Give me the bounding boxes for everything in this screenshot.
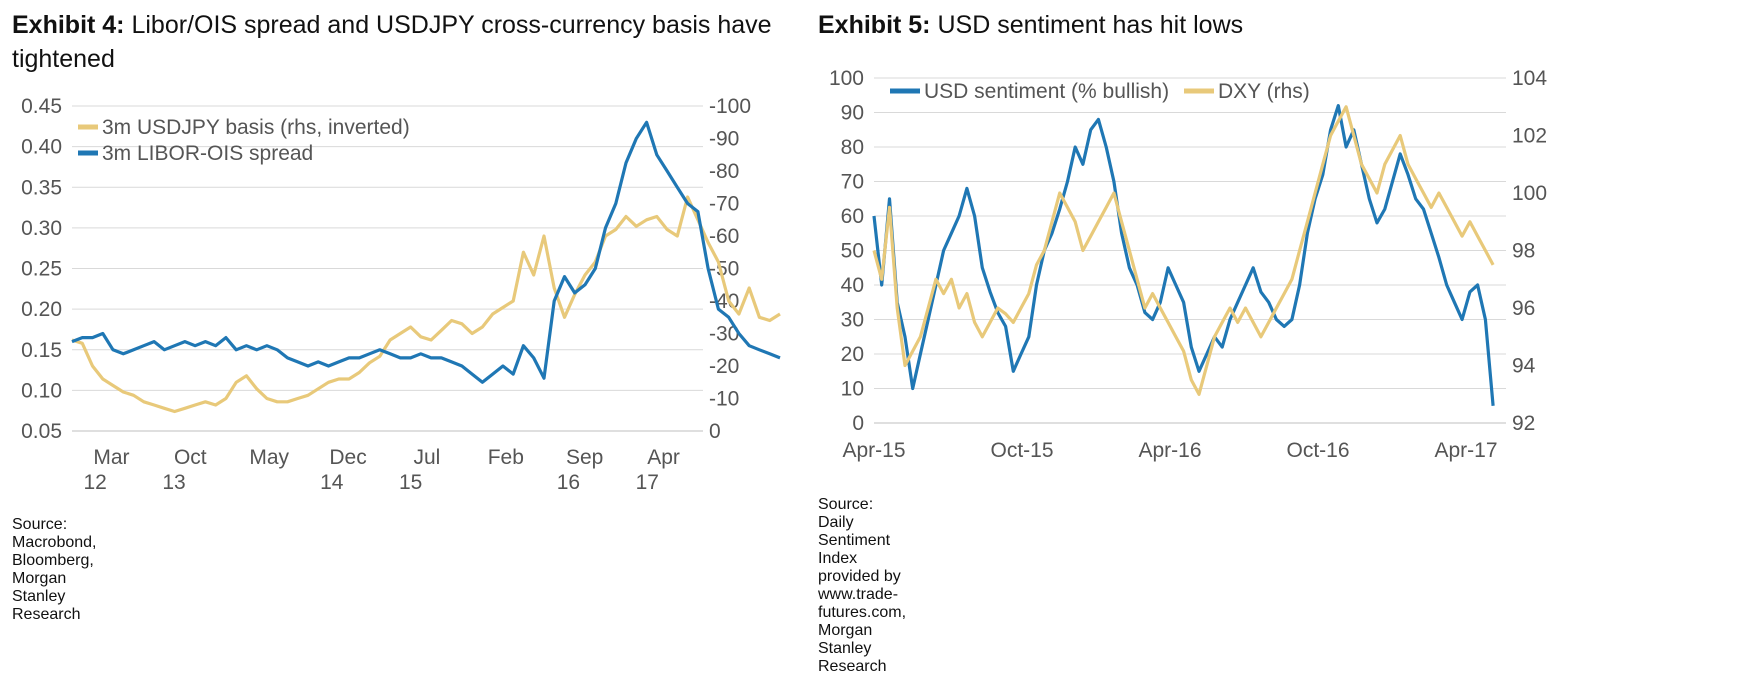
y-left-tick-label: 100: [829, 67, 864, 90]
y-left-tick-label: 0.10: [21, 379, 62, 402]
y-left-tick-label: 20: [841, 343, 864, 366]
y-right-tick-label: 92: [1512, 412, 1535, 435]
y-right-tick-label: -10: [709, 388, 739, 411]
y-right-tick-label: -80: [709, 160, 739, 183]
x-tick-month: May: [249, 446, 289, 469]
y-left-tick-label: 70: [841, 171, 864, 194]
x-tick-label: Apr-16: [1138, 439, 1201, 462]
y-left-tick-label: 0.15: [21, 339, 62, 362]
y-left-tick-label: 0.25: [21, 258, 62, 281]
y-right-tick-label: -30: [709, 323, 739, 346]
legend-label-0: USD sentiment (% bullish): [924, 80, 1169, 103]
y-right-tick-label: -70: [709, 193, 739, 216]
exhibit-4-label: Exhibit 4:: [12, 11, 125, 39]
x-tick-label: Oct-16: [1286, 439, 1349, 462]
y-left-tick-label: 30: [841, 309, 864, 332]
y-right-tick-label: 104: [1512, 67, 1547, 90]
y-left-tick-label: 80: [841, 136, 864, 159]
x-tick-year: 12: [83, 471, 106, 494]
x-tick-month: Sep: [566, 446, 603, 469]
x-tick-year: 14: [320, 471, 344, 494]
x-tick-label: Oct-15: [990, 439, 1053, 462]
y-right-tick-label: 96: [1512, 297, 1535, 320]
exhibit-4-source: Source: Macrobond, Bloomberg, Morgan Sta…: [12, 516, 97, 623]
y-left-tick-label: 90: [841, 102, 864, 125]
y-right-tick-label: -100: [709, 95, 751, 118]
x-tick-month: Dec: [329, 446, 366, 469]
y-right-tick-label: 94: [1512, 355, 1536, 378]
y-right-tick-label: 0: [709, 420, 721, 443]
y-left-tick-label: 0.20: [21, 298, 62, 321]
y-right-tick-label: -90: [709, 128, 739, 151]
series-line-1: [872, 105, 1495, 396]
y-left-tick-label: 0: [852, 412, 864, 435]
legend-label-0: 3m USDJPY basis (rhs, inverted): [102, 116, 410, 139]
series-line-0: [71, 195, 781, 414]
exhibit-5-title: Exhibit 5: USD sentiment has hit lows: [818, 8, 1718, 42]
y-left-tick-label: 60: [841, 205, 864, 228]
legend-label-1: DXY (rhs): [1218, 80, 1310, 103]
x-tick-month: Jul: [414, 446, 441, 469]
exhibit-5-label: Exhibit 5:: [818, 11, 931, 39]
exhibit-5-title-text: USD sentiment has hit lows: [937, 11, 1244, 39]
exhibit-5-source: Source: Daily Sentiment Index provided b…: [818, 496, 907, 675]
y-left-tick-label: 0.45: [21, 95, 62, 118]
y-left-tick-label: 10: [841, 378, 864, 401]
x-tick-label: Apr-15: [842, 439, 905, 462]
x-tick-month: Mar: [93, 446, 129, 469]
legend-label-1: 3m LIBOR-OIS spread: [102, 142, 313, 165]
x-tick-month: Feb: [488, 446, 524, 469]
y-left-tick-label: 0.05: [21, 420, 62, 443]
x-tick-month: Apr: [647, 446, 680, 469]
y-right-tick-label: 100: [1512, 182, 1547, 205]
y-right-tick-label: 98: [1512, 240, 1535, 263]
x-tick-year: 13: [162, 471, 185, 494]
exhibit-4-title-text: Libor/OIS spread and USDJPY cross-curren…: [12, 11, 772, 73]
y-right-tick-label: -50: [709, 258, 739, 281]
y-left-tick-label: 40: [841, 274, 864, 297]
y-left-tick-label: 50: [841, 240, 864, 263]
series-line-0: [872, 104, 1495, 406]
y-right-tick-label: -20: [709, 355, 739, 378]
x-tick-year: 15: [399, 471, 422, 494]
x-tick-year: 17: [636, 471, 659, 494]
exhibit-4-chart: 0.45 0.40 0.35 0.30 0.25 0.20 0.15 0.10 0.05 -10…: [21, 95, 781, 494]
y-left-tick-label: 0.30: [21, 217, 62, 240]
x-tick-month: Oct: [174, 446, 207, 469]
y-right-tick-label: 102: [1512, 125, 1547, 148]
series-line-1: [71, 120, 781, 384]
y-right-tick-label: -60: [709, 225, 739, 248]
x-tick-label: Apr-17: [1434, 439, 1497, 462]
exhibit-4-title: Exhibit 4: Libor/OIS spread and USDJPY c…: [12, 8, 772, 76]
y-left-tick-label: 0.40: [21, 136, 62, 159]
y-left-tick-label: 0.35: [21, 176, 62, 199]
x-tick-year: 16: [557, 471, 580, 494]
